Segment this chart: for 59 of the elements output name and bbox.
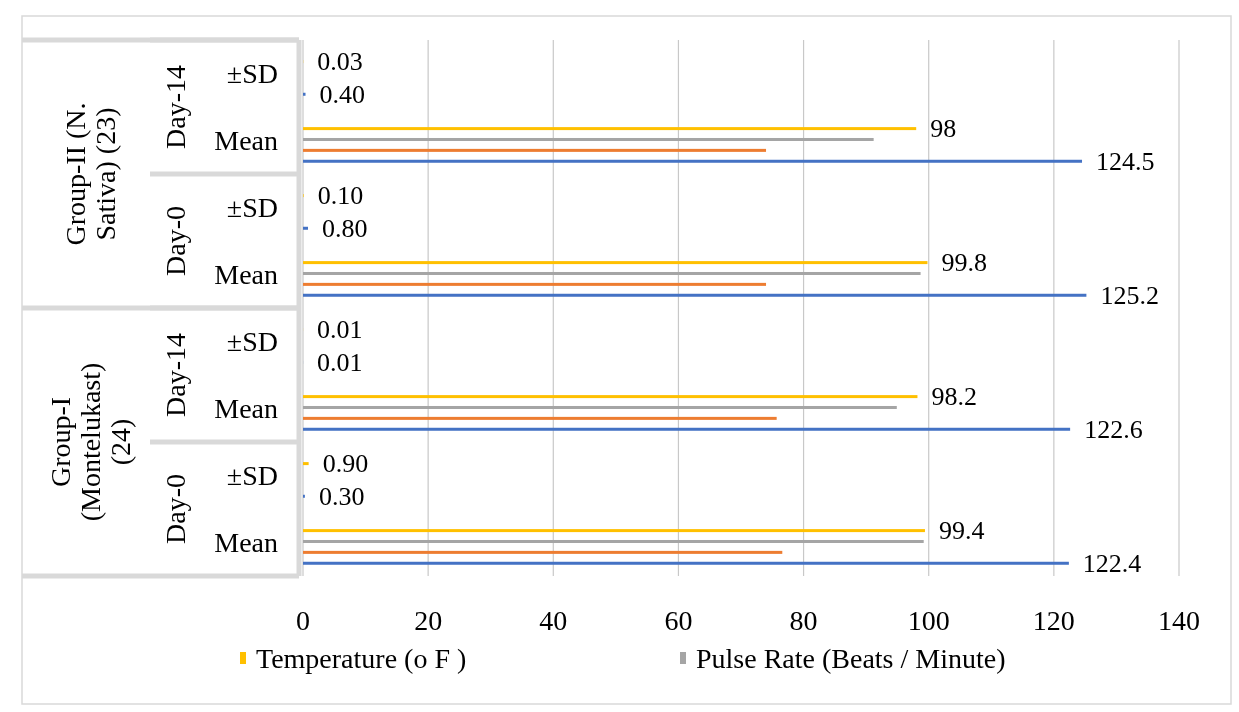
data-label: 0.80 <box>322 213 368 243</box>
y-tick-label: ±SD <box>226 191 278 223</box>
bar <box>303 92 306 96</box>
y-tick-label: ±SD <box>226 325 278 357</box>
x-tick-label: 80 <box>789 605 818 636</box>
text: Day-14 <box>160 333 191 417</box>
bar <box>303 462 309 466</box>
bar <box>303 405 897 409</box>
bar <box>303 293 1087 297</box>
x-tick-label: 0 <box>296 605 310 636</box>
bar <box>303 226 309 230</box>
data-label: 0.01 <box>317 315 363 345</box>
x-tick-label: 20 <box>414 605 443 636</box>
x-tick-label: 140 <box>1158 605 1200 636</box>
data-label: 122.6 <box>1084 414 1143 444</box>
x-tick-label: 100 <box>907 605 950 636</box>
data-label: 122.4 <box>1082 548 1142 578</box>
y-tick-label: ±SD <box>226 459 278 491</box>
y-tick-label: Mean <box>214 526 278 558</box>
y-tick-label: Mean <box>214 392 278 424</box>
text: Day-0 <box>160 206 191 276</box>
x-tick-label: 60 <box>664 605 693 636</box>
data-label: 0.90 <box>322 449 369 479</box>
bar <box>303 127 917 131</box>
bar <box>303 539 924 543</box>
bar <box>303 561 1069 565</box>
bar <box>303 529 925 533</box>
text: Group-I (Montelukast) (24) <box>45 362 136 522</box>
text: Day-0 <box>160 474 191 544</box>
y-tick-label: Mean <box>214 258 278 290</box>
bar <box>303 550 783 554</box>
data-label: 124.5 <box>1096 146 1155 176</box>
bar <box>303 271 921 275</box>
bar <box>303 427 1071 431</box>
data-label: 99.4 <box>938 516 985 546</box>
bar <box>303 137 874 141</box>
data-label: 125.2 <box>1100 280 1159 310</box>
bar <box>303 395 918 399</box>
y-tick-label: ±SD <box>226 57 278 89</box>
x-tick-label: 120 <box>1032 605 1075 636</box>
data-label: 0.03 <box>317 47 363 77</box>
text: Day-14 <box>160 65 191 149</box>
data-label: 0.40 <box>319 79 365 109</box>
data-label: 0.10 <box>317 181 364 211</box>
data-label: 0.01 <box>317 347 363 377</box>
bar <box>303 159 1083 163</box>
bar <box>303 282 767 286</box>
data-label: 98.2 <box>931 382 977 412</box>
legend-label: Pulse Rate (Beats / Minute) <box>696 643 1006 674</box>
y-tick-label: Mean <box>214 124 278 156</box>
bar <box>303 416 777 420</box>
data-label: 98 <box>930 114 957 144</box>
text: Group-II (N. Sativa) (23) <box>60 102 121 246</box>
legend-label: Temperature (o F ) <box>256 643 467 674</box>
bar <box>303 148 767 152</box>
x-tick-label: 40 <box>539 605 568 636</box>
bar <box>303 261 928 265</box>
data-label: 0.30 <box>318 481 365 511</box>
data-label: 99.8 <box>941 248 987 278</box>
